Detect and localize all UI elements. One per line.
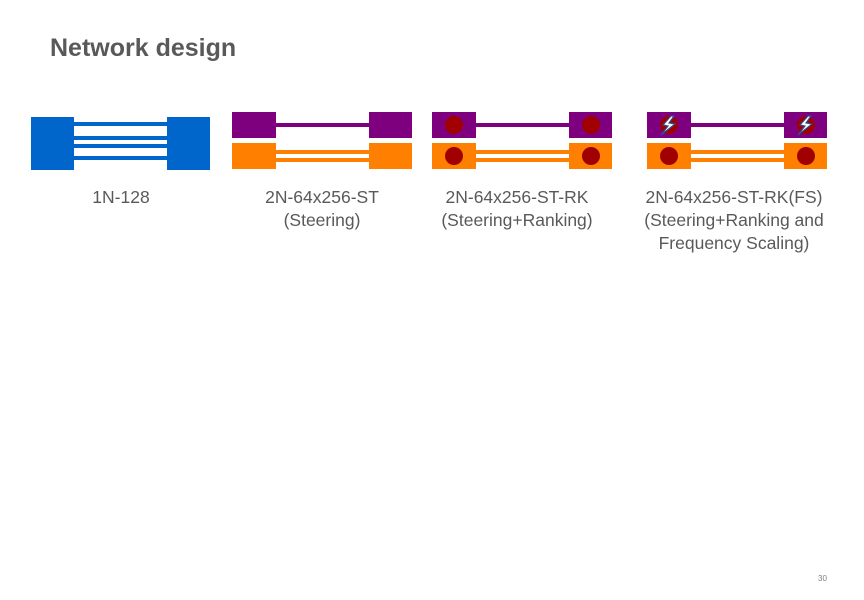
node-a-left	[232, 112, 276, 138]
design-2n-st-rk-diagram	[432, 112, 612, 169]
node-b-left	[232, 143, 276, 169]
link-1	[74, 122, 167, 126]
design-2n-st-rk-label: 2N-64x256-ST-RK (Steering+Ranking)	[420, 186, 614, 232]
design-name: 2N-64x256-ST-RK(FS)	[645, 187, 823, 207]
ranking-dot	[660, 147, 678, 165]
design-2n-st-rk-fs-diagram	[647, 112, 827, 169]
lightning-icon	[660, 115, 677, 136]
ranking-dot	[797, 147, 815, 165]
link-a	[476, 123, 569, 127]
link-a	[691, 123, 784, 127]
link-3	[74, 144, 167, 148]
design-2n-st-rk-fs-label: 2N-64x256-ST-RK(FS) (Steering+Ranking an…	[614, 186, 854, 255]
ranking-dot	[582, 116, 600, 134]
link-b-1	[691, 150, 784, 154]
design-subtitle-line2: Frequency Scaling)	[658, 233, 810, 253]
link-b-1	[476, 150, 569, 154]
design-subtitle: (Steering+Ranking)	[441, 210, 593, 230]
design-2n-st-diagram	[232, 112, 412, 169]
page-number: 30	[818, 574, 827, 583]
ranking-dot	[582, 147, 600, 165]
slide-title: Network design	[50, 34, 237, 62]
node-b-right	[369, 143, 412, 169]
ranking-dot	[445, 116, 463, 134]
design-2n-st-label: 2N-64x256-ST (Steering)	[240, 186, 404, 232]
ranking-dot	[445, 147, 463, 165]
design-1n-128-diagram	[31, 117, 210, 170]
node-right	[167, 117, 210, 170]
design-subtitle: (Steering)	[283, 210, 361, 230]
link-b-2	[476, 158, 569, 162]
link-4	[74, 156, 167, 160]
link-2	[74, 136, 167, 140]
lightning-icon	[797, 115, 814, 136]
link-b-2	[691, 158, 784, 162]
design-name: 2N-64x256-ST-RK	[445, 187, 589, 207]
link-b-2	[276, 158, 369, 162]
design-subtitle: (Steering+Ranking and	[644, 210, 824, 230]
link-a	[276, 123, 369, 127]
node-a-right	[369, 112, 412, 138]
design-name: 2N-64x256-ST	[265, 187, 379, 207]
node-left	[31, 117, 74, 170]
design-name: 1N-128	[92, 187, 150, 207]
link-b-1	[276, 150, 369, 154]
design-1n-128-label: 1N-128	[60, 186, 182, 209]
